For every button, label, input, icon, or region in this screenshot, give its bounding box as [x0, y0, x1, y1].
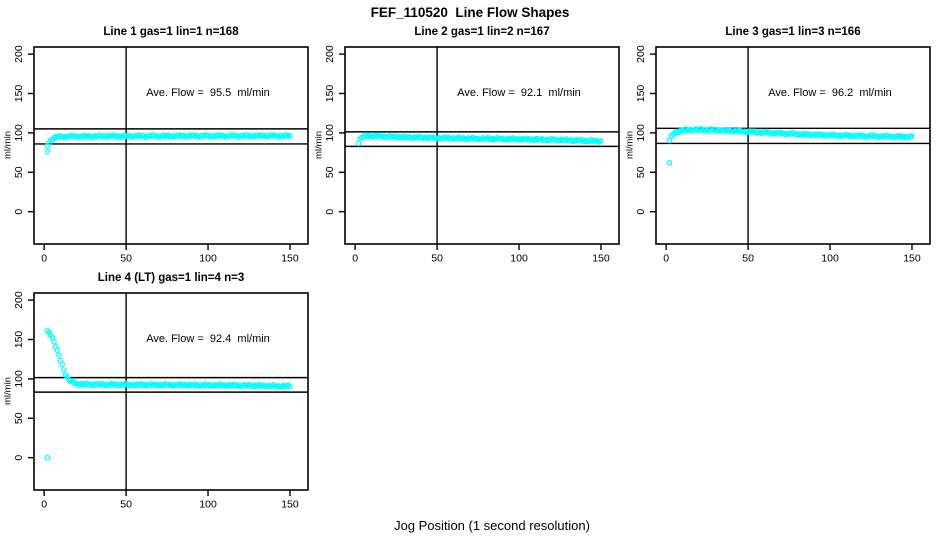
x-tick-label: 100 [510, 253, 528, 265]
series-points [666, 126, 915, 166]
y-tick-label: 150 [635, 85, 647, 103]
y-tick-label: 50 [13, 166, 25, 178]
subplot-4-title: Line 4 (LT) gas=1 lin=4 n=3 [97, 272, 245, 284]
x-tick-label: 100 [199, 499, 217, 511]
subplot-2-title: Line 2 gas=1 lin=2 n=167 [414, 26, 550, 38]
data-point [287, 383, 293, 390]
series-points [44, 327, 293, 461]
y-tick-label: 0 [324, 209, 336, 215]
y-tick-label: 150 [13, 85, 25, 103]
subplot-4-graphics: 0 50 100 150 0 50 100 150 200 [13, 291, 309, 511]
y-tick-label: 200 [13, 45, 25, 63]
y-tick-label: 200 [324, 45, 336, 63]
x-tick-label: 50 [742, 253, 754, 265]
y-tick-label: 0 [13, 209, 25, 215]
y-tick-label: 200 [13, 291, 25, 309]
series-points [355, 132, 604, 147]
series-points [44, 132, 293, 155]
x-tick-label: 50 [431, 253, 443, 265]
y-tick-label: 200 [635, 45, 647, 63]
avg-flow-annotation-1: Ave. Flow = 95.5 ml/min [146, 87, 270, 99]
x-tick-label: 0 [663, 253, 669, 265]
y-tick-label: 0 [13, 455, 25, 461]
data-point [51, 338, 57, 345]
x-tick-label: 150 [592, 253, 610, 265]
data-point [54, 347, 61, 353]
x-tick-label: 100 [199, 253, 217, 265]
y-tick-label: 100 [13, 370, 25, 388]
plot-box [655, 46, 931, 245]
avg-flow-annotation-4: Ave. Flow = 92.4 ml/min [146, 333, 270, 345]
subplot-3-graphics: 0 50 100 150 0 50 100 150 200 [635, 45, 931, 265]
outlier-point [44, 454, 51, 461]
plot-box [33, 46, 309, 245]
y-tick-label: 150 [13, 331, 25, 349]
y-axis-label-4: ml/min [2, 377, 14, 405]
y-axis-label-2: ml/min [313, 131, 325, 159]
outlier-point [666, 160, 673, 166]
x-tick-label: 0 [41, 499, 47, 511]
y-axis-label-3: ml/min [624, 131, 636, 159]
figure-title: FEF_110520 Line Flow Shapes [370, 5, 570, 20]
x-tick-label: 150 [903, 253, 921, 265]
y-tick-label: 0 [635, 209, 647, 215]
y-tick-label: 50 [635, 166, 647, 178]
y-tick-label: 100 [13, 124, 25, 142]
data-point [909, 133, 915, 140]
data-point [355, 140, 362, 147]
x-tick-label: 50 [120, 499, 132, 511]
x-tick-label: 100 [821, 253, 839, 265]
x-axis-label: Jog Position (1 second resolution) [394, 518, 590, 533]
data-point [56, 352, 62, 358]
y-tick-label: 50 [324, 166, 336, 178]
subplot-1-title: Line 1 gas=1 lin=1 n=168 [103, 26, 239, 38]
subplot-2-graphics: 0 50 100 150 0 50 100 150 200 [324, 45, 620, 265]
data-point [598, 138, 604, 144]
y-axis-label-1: ml/min [2, 131, 14, 159]
y-tick-label: 100 [635, 124, 647, 142]
subplot-1-graphics: 0 50 100 150 0 50 100 150 200 [13, 45, 309, 265]
x-tick-label: 0 [352, 253, 358, 265]
x-tick-label: 0 [41, 253, 47, 265]
x-tick-label: 150 [281, 253, 299, 265]
avg-flow-annotation-3: Ave. Flow = 96.2 ml/min [768, 87, 892, 99]
outlier-point [44, 149, 51, 155]
y-tick-label: 50 [13, 412, 25, 424]
y-tick-label: 100 [324, 124, 336, 142]
data-point [59, 361, 66, 368]
avg-flow-annotation-2: Ave. Flow = 92.1 ml/min [457, 87, 581, 99]
y-tick-label: 150 [324, 85, 336, 103]
subplot-3-title: Line 3 gas=1 lin=3 n=166 [725, 26, 861, 38]
x-tick-label: 50 [120, 253, 132, 265]
plot-box [344, 46, 620, 245]
x-tick-label: 150 [281, 499, 299, 511]
data-point [60, 367, 67, 373]
data-point [287, 132, 293, 139]
